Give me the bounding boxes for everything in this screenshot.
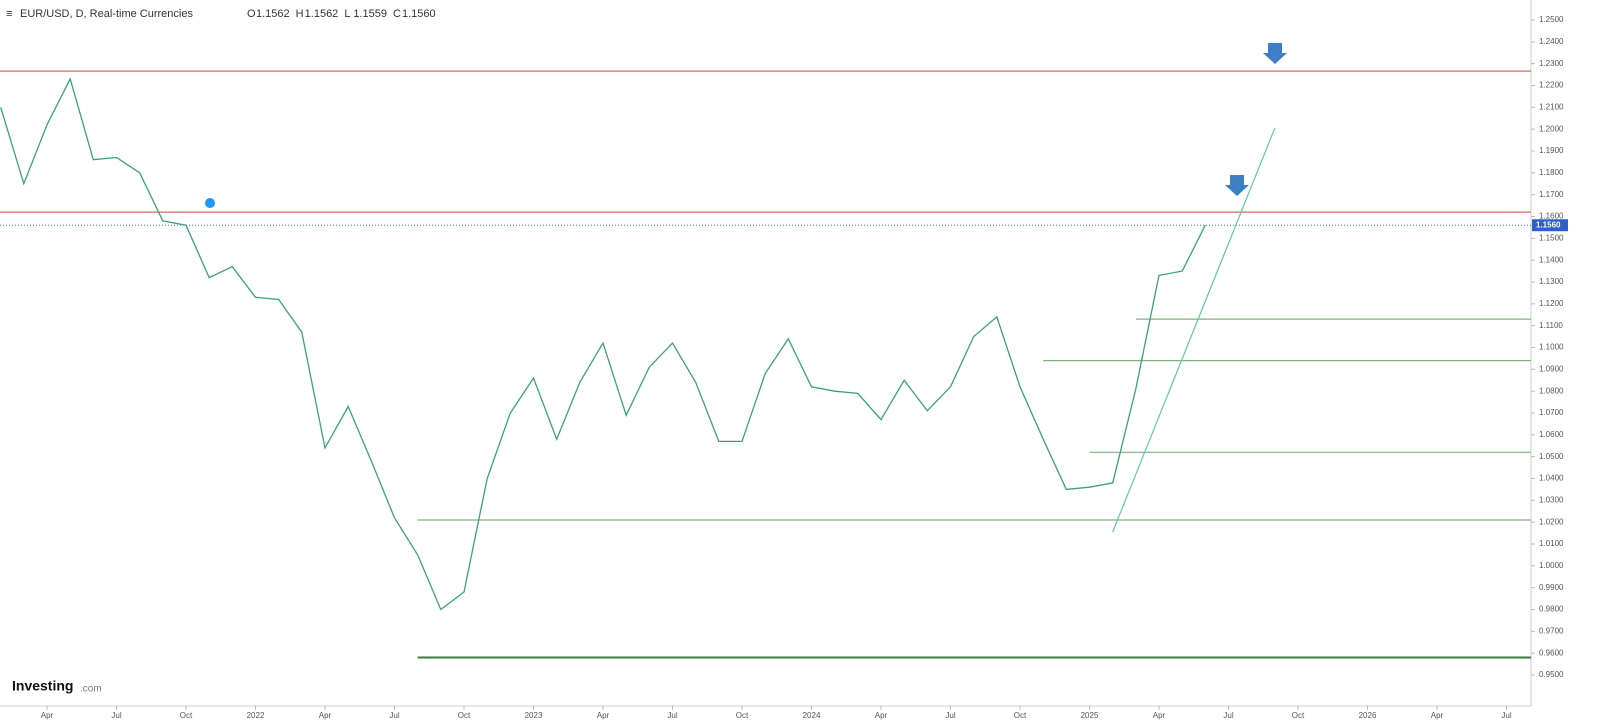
y-tick-label: 1.0700 — [1539, 408, 1564, 417]
ohlc-value: 1.1559 — [353, 8, 387, 20]
x-tick-label: Oct — [458, 711, 471, 720]
x-tick-label: Apr — [1153, 711, 1166, 720]
y-tick-label: 1.1500 — [1539, 233, 1564, 242]
y-tick-label: 1.1600 — [1539, 212, 1564, 221]
y-tick-label: 1.1400 — [1539, 255, 1564, 264]
x-tick-label: Jul — [945, 711, 955, 720]
x-tick-label: Jul — [1223, 711, 1233, 720]
x-tick-label: Jul — [111, 711, 121, 720]
y-tick-label: 1.2000 — [1539, 124, 1564, 133]
ohlc-key: H — [296, 8, 304, 20]
y-tick-label: 0.9600 — [1539, 648, 1564, 657]
y-tick-label: 1.0900 — [1539, 364, 1564, 373]
x-tick-label: 2023 — [525, 711, 543, 720]
x-tick-label: Oct — [1014, 711, 1027, 720]
x-tick-label: Jul — [667, 711, 677, 720]
x-tick-label: Apr — [597, 711, 610, 720]
logo-suffix: .com — [80, 684, 102, 695]
x-tick-label: Apr — [875, 711, 888, 720]
y-tick-label: 0.9800 — [1539, 605, 1564, 614]
y-tick-label: 1.1100 — [1539, 321, 1563, 330]
x-tick-label: 2025 — [1081, 711, 1099, 720]
y-tick-label: 1.0200 — [1539, 517, 1564, 526]
y-tick-label: 1.0600 — [1539, 430, 1564, 439]
y-tick-label: 0.9500 — [1539, 670, 1564, 679]
x-tick-label: Oct — [736, 711, 749, 720]
y-tick-label: 1.1900 — [1539, 146, 1564, 155]
y-tick-label: 1.2500 — [1539, 15, 1564, 24]
y-tick-label: 1.2100 — [1539, 102, 1564, 111]
ohlc: O 1.1562 H 1.1562 L 1.1559 C 1.1560 — [247, 8, 436, 20]
y-tick-label: 1.1300 — [1539, 277, 1564, 286]
x-tick-label: Jul — [389, 711, 399, 720]
x-tick-label: Apr — [1431, 711, 1444, 720]
event-marker[interactable] — [205, 198, 215, 208]
menu-icon[interactable]: ≡ — [6, 8, 12, 20]
x-tick-label: Jul — [1501, 711, 1511, 720]
y-tick-label: 1.1200 — [1539, 299, 1564, 308]
y-tick-label: 1.0100 — [1539, 539, 1564, 548]
ohlc-value: 1.1560 — [402, 8, 436, 20]
x-tick-label: 2024 — [803, 711, 821, 720]
logo-brand: Investing — [12, 678, 73, 694]
y-tick-label: 1.1700 — [1539, 190, 1564, 199]
y-tick-label: 1.0800 — [1539, 386, 1564, 395]
plot — [0, 70, 1531, 659]
x-tick-label: Apr — [41, 711, 54, 720]
logo: Investing .com — [12, 678, 102, 695]
y-tick-label: 1.1800 — [1539, 168, 1564, 177]
symbol-title: EUR/USD, D, Real-time Currencies — [20, 8, 193, 20]
x-tick-label: Oct — [180, 711, 193, 720]
y-tick-label: 1.2300 — [1539, 59, 1564, 68]
ohlc-value: 1.1562 — [305, 8, 339, 20]
y-tick-label: 1.0000 — [1539, 561, 1564, 570]
last-price-label: 1.1560 — [1536, 220, 1561, 229]
y-tick-label: 1.0300 — [1539, 495, 1564, 504]
ohlc-key: C — [393, 8, 401, 20]
header: ≡ EUR/USD, D, Real-time Currencies O 1.15… — [6, 8, 436, 20]
x-tick-label: 2022 — [247, 711, 265, 720]
y-tick-label: 1.1000 — [1539, 343, 1564, 352]
price-line — [0, 77, 1206, 611]
ohlc-value: 1.1562 — [256, 8, 290, 20]
y-tick-label: 1.0400 — [1539, 474, 1564, 483]
y-tick-label: 0.9700 — [1539, 626, 1564, 635]
y-tick-label: 1.0500 — [1539, 452, 1564, 461]
ohlc-key: O — [247, 8, 256, 20]
x-tick-label: Apr — [319, 711, 332, 720]
y-tick-label: 1.2200 — [1539, 81, 1564, 90]
y-tick-label: 0.9900 — [1539, 583, 1564, 592]
x-tick-label: 2026 — [1359, 711, 1377, 720]
arrow-down — [1225, 175, 1249, 196]
trendline — [1112, 127, 1276, 533]
arrow-down — [1263, 43, 1287, 64]
ohlc-key: L — [344, 8, 350, 20]
x-tick-label: Oct — [1292, 711, 1305, 720]
last-price-box — [1532, 219, 1568, 232]
y-tick-label: 1.2400 — [1539, 37, 1564, 46]
